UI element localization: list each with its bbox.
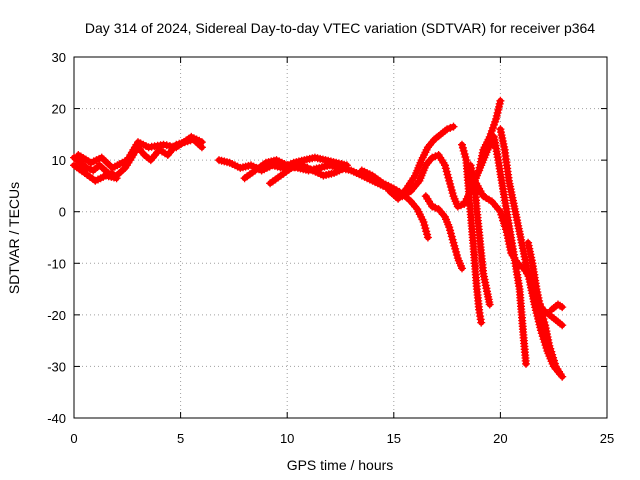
series-line [471,177,566,329]
y-tick-label: 10 [52,153,66,168]
series-arc12 [475,96,505,175]
series-arc3 [74,132,206,172]
x-axis: 0 5 10 15 20 25 [70,57,614,446]
y-tick-label: -20 [47,308,66,323]
series-arc17 [547,300,567,314]
x-tick-label: 15 [387,431,401,446]
data-point [522,359,530,368]
data-point [340,163,349,172]
data-point [449,122,458,131]
data-point [485,300,494,309]
series-arc8 [385,122,458,203]
data-point [423,233,432,242]
data-point [558,321,567,330]
x-tick-label: 0 [70,431,77,446]
x-tick-label: 10 [280,431,294,446]
series-arc16 [524,238,567,381]
chart-title: Day 314 of 2024, Sidereal Day-to-day VTE… [85,20,595,36]
y-tick-label: 30 [52,50,66,65]
data-point [197,138,206,147]
plot-frame [73,56,608,419]
data-point [112,174,121,183]
data-point [458,264,466,273]
series-arc14 [490,132,530,368]
y-tick-label: -10 [47,256,66,271]
data-series [70,96,567,381]
x-axis-title: GPS time / hours [287,457,394,473]
y-tick-label: -40 [47,411,66,426]
x-tick-label: 20 [493,431,507,446]
y-tick-label: 20 [52,102,66,117]
data-point [477,318,486,327]
y-tick-label: -30 [47,359,66,374]
x-tick-label: 25 [600,431,614,446]
data-point [558,303,567,312]
series-arc9 [421,192,466,273]
series-arc2 [70,161,121,185]
series-arc6 [266,161,349,188]
data-point [496,96,505,105]
series-arc10 [458,140,486,327]
x-tick-label: 5 [177,431,184,446]
y-axis: -40 -30 -20 -10 0 10 20 30 [47,50,607,426]
y-axis-title: SDTVAR / TECUs [6,182,22,294]
data-point [558,372,567,381]
y-tick-label: 0 [59,205,66,220]
